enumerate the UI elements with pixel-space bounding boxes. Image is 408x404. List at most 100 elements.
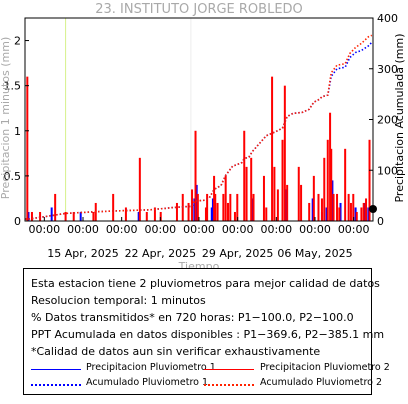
legend-label-acc1: Acumulado Pluviometro 1	[86, 377, 209, 388]
y-tick-label-left: 1.5	[4, 80, 22, 93]
precip-bar	[363, 202, 366, 221]
precip-bar	[243, 130, 246, 221]
precip-bar	[362, 202, 365, 221]
x-tick-date: 22 Apr, 2025	[125, 247, 197, 260]
precip-bar	[271, 76, 274, 222]
info-line-accumulated: PPT Acumulada en datos disponibles : P1−…	[31, 328, 385, 341]
info-line-transmitted: % Datos transmitidos* en 720 horas: P1−1…	[31, 311, 354, 324]
legend-swatch-acc1	[31, 384, 81, 386]
precip-bar	[64, 211, 67, 221]
x-tick-time: 00:00	[260, 223, 292, 236]
precip-bar	[92, 211, 95, 221]
precip-bar	[347, 193, 350, 221]
precip-bar	[265, 207, 268, 221]
precip-bar	[323, 157, 326, 221]
precip-bar	[339, 202, 342, 221]
x-tick-time: 00:00	[338, 223, 370, 236]
legend-swatch-acc2	[204, 384, 254, 386]
precip-bar	[354, 207, 357, 221]
y-tick-label-right: 100	[377, 164, 398, 177]
x-tick-time: 00:00	[106, 223, 138, 236]
precip-bar	[175, 202, 178, 221]
status-dot	[369, 205, 377, 213]
y-tick-label-right: 400	[377, 12, 398, 25]
legend-label-acc2: Acumulado Pluviometro 2	[260, 377, 383, 388]
precip-bar	[330, 148, 333, 221]
precip-bar	[331, 180, 334, 221]
precip-bar	[326, 139, 329, 221]
y-axis-label-right: Precipitacion Acumulada (mm)	[393, 33, 406, 202]
precip-bar	[204, 207, 207, 221]
precip-bar	[329, 112, 332, 221]
y-tick-label-left: 2	[14, 35, 21, 48]
precip-bar	[187, 202, 190, 221]
precip-bar	[236, 193, 239, 221]
precip-bar	[137, 211, 140, 221]
x-tick-time: 00:00	[222, 223, 254, 236]
accumulated-line	[25, 41, 373, 220]
precip-bar	[360, 207, 363, 221]
info-line-resolution: Resolucion temporal: 1 minutos	[31, 294, 206, 307]
y-tick-label-left: 0	[14, 215, 21, 228]
precip-bar	[26, 76, 29, 222]
precip-bar	[297, 166, 300, 221]
precip-bar	[332, 193, 335, 221]
precip-bar	[112, 193, 115, 221]
precip-bar	[229, 193, 232, 221]
x-tick-time: 00:00	[183, 223, 215, 236]
x-tick-time: 00:00	[67, 223, 99, 236]
precip-bar	[214, 193, 217, 221]
precip-bar	[193, 198, 196, 221]
precip-bar	[311, 198, 314, 221]
precip-bar	[308, 202, 311, 221]
precip-bar	[250, 157, 253, 221]
info-line-quality: *Calidad de datos aun sin verificar exha…	[31, 345, 321, 358]
precip-bar	[227, 202, 229, 221]
precip-bar	[367, 207, 370, 221]
y-tick-label-left: 1	[14, 125, 21, 138]
x-tick-date: 06 May, 2025	[277, 247, 352, 260]
precip-bar	[124, 207, 127, 221]
precip-bar	[206, 193, 209, 221]
precip-bar	[211, 198, 214, 221]
x-tick-time: 00:00	[299, 223, 331, 236]
precip-bar	[195, 184, 198, 221]
y-tick-label-right: 200	[377, 114, 398, 127]
x-tick-date: 15 Apr, 2025	[47, 247, 119, 260]
precip-bar	[233, 211, 236, 221]
precip-bar	[216, 202, 219, 221]
legend-label-p2: Precipitacion Pluviometro 2	[260, 362, 390, 373]
precip-bar	[320, 198, 323, 221]
legend-label-p1: Precipitacion Pluviometro 1	[86, 362, 216, 373]
precip-bar	[27, 211, 30, 221]
precip-bar	[312, 175, 315, 221]
precip-bar	[368, 139, 371, 221]
precip-bar	[349, 202, 352, 221]
x-tick-time: 00:00	[28, 223, 60, 236]
precip-bar	[196, 193, 199, 221]
precip-bar	[79, 211, 82, 221]
accumulated-line	[25, 34, 373, 220]
precip-bar	[336, 193, 339, 221]
info-line-stations: Esta estacion tiene 2 pluviometros para …	[31, 277, 380, 290]
precip-bar	[344, 148, 347, 221]
precip-bar	[194, 130, 197, 221]
precip-bar	[145, 211, 148, 221]
precip-bar	[251, 198, 254, 221]
y-tick-label-right: 0	[377, 215, 384, 228]
x-tick-date: 29 Apr, 2025	[202, 247, 274, 260]
precip-bar	[273, 166, 276, 221]
precip-bar	[138, 157, 141, 221]
precip-bar	[325, 207, 328, 221]
precip-bar	[30, 211, 33, 221]
y-tick-label-left: 0.5	[4, 170, 22, 183]
info-box: Esta estacion tiene 2 pluviometros para …	[23, 268, 390, 395]
precip-bar	[210, 207, 213, 221]
plot-frame	[24, 17, 374, 222]
legend-swatch-p2	[204, 369, 254, 370]
plot-area: 0 0.5 1 1.5 2 0 100 200 300 400 00:00 00:00 15 Apr, …	[4, 12, 399, 260]
precip-bar	[352, 193, 355, 221]
precip-bar	[39, 211, 42, 221]
precip-bar	[286, 184, 289, 221]
